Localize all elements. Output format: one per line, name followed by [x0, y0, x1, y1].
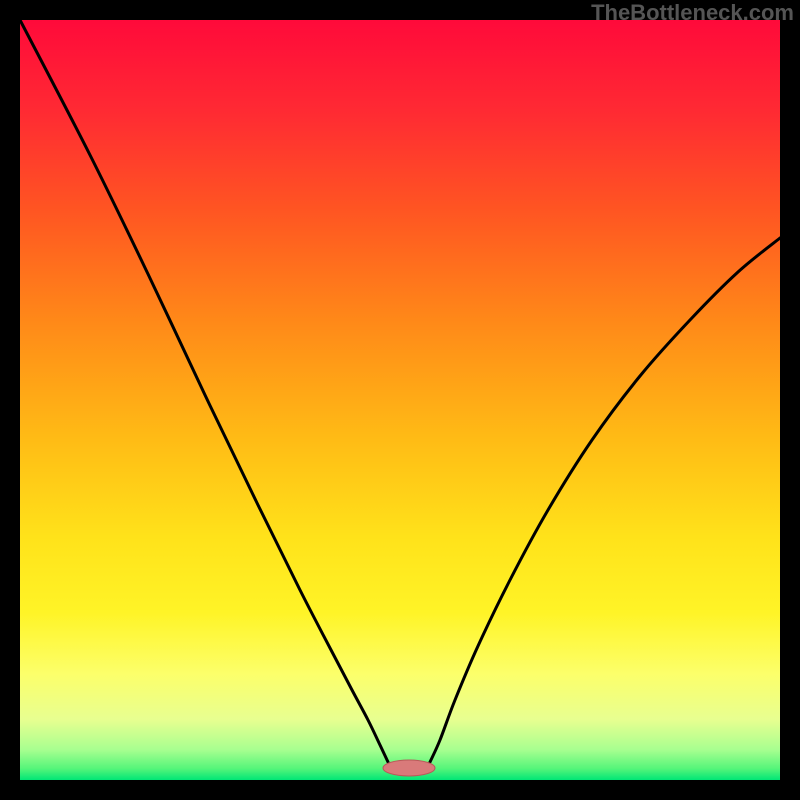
gradient-plot-area	[20, 20, 780, 780]
chart-container: TheBottleneck.com	[0, 0, 800, 800]
watermark-text: TheBottleneck.com	[591, 0, 794, 26]
bottleneck-chart	[0, 0, 800, 800]
optimal-marker	[383, 760, 435, 776]
